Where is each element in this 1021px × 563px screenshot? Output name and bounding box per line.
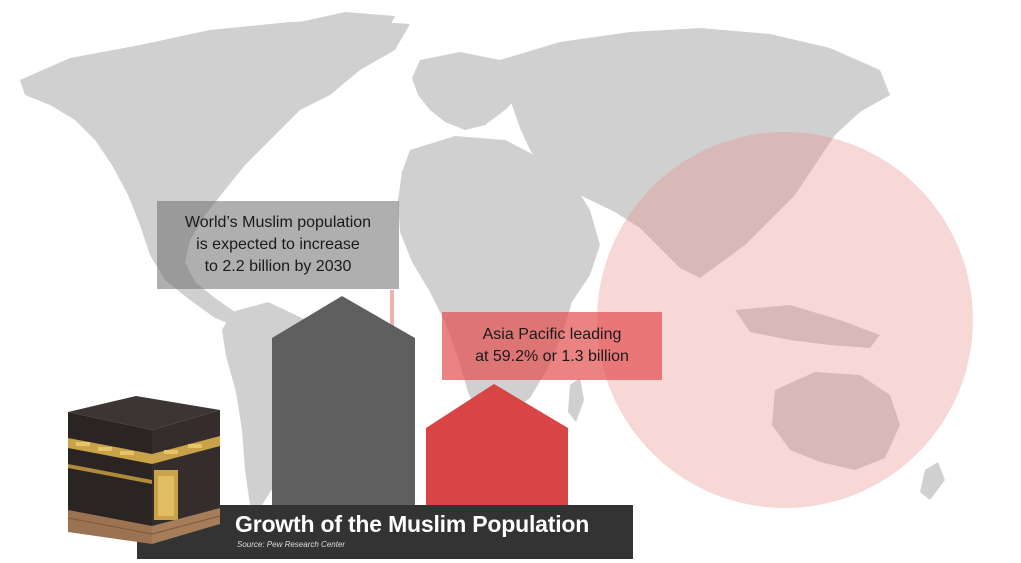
asia-pacific-highlight-circle bbox=[597, 132, 973, 508]
asia-pacific-callout: Asia Pacific leading at 59.2% or 1.3 bil… bbox=[442, 312, 662, 380]
world-callout-line-3: to 2.2 billion by 2030 bbox=[204, 258, 352, 275]
footer-title-bar: Growth of the Muslim Population Source: … bbox=[137, 505, 633, 559]
page-title: Growth of the Muslim Population bbox=[235, 511, 590, 537]
asia-population-bar bbox=[426, 384, 568, 505]
asia-callout-line-1: Asia Pacific leading bbox=[482, 326, 622, 343]
asia-callout-line-2: at 59.2% or 1.3 billion bbox=[475, 348, 629, 365]
world-population-bar bbox=[272, 296, 415, 505]
world-population-callout: World’s Muslim population is expected to… bbox=[157, 201, 399, 289]
world-callout-line-1: World’s Muslim population bbox=[184, 214, 372, 231]
kaaba-illustration bbox=[67, 396, 221, 544]
source-credit: Source: Pew Research Center bbox=[237, 540, 346, 549]
world-callout-line-2: is expected to increase bbox=[196, 236, 360, 253]
